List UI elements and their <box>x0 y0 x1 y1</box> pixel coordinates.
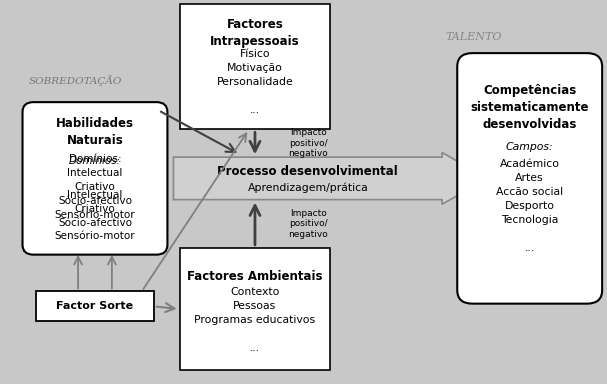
Text: Académico
Artes
Accão social
Desporto
Tecnologia

...: Académico Artes Accão social Desporto Te… <box>496 159 563 253</box>
FancyBboxPatch shape <box>180 248 330 370</box>
Text: Domínios:
Intelectual
Criativo
Sócio-afectivo
Sensório-motor: Domínios: Intelectual Criativo Sócio-afe… <box>55 154 135 220</box>
FancyBboxPatch shape <box>36 291 154 321</box>
Text: Processo desenvolvimental: Processo desenvolvimental <box>217 166 398 178</box>
Text: Intelectual
Criativo
Sócio-afectivo
Sensório-motor: Intelectual Criativo Sócio-afectivo Sens… <box>55 190 135 241</box>
Text: Factores
Intrapessoais: Factores Intrapessoais <box>210 18 300 48</box>
Text: Factor Sorte: Factor Sorte <box>56 301 134 311</box>
Text: SOBREDOTAÇÃO: SOBREDOTAÇÃO <box>29 75 122 86</box>
Text: Habilidades
Naturais: Habilidades Naturais <box>56 117 134 147</box>
Text: Impacto
positivo/
negativo: Impacto positivo/ negativo <box>288 128 328 158</box>
Text: Factores Ambientais: Factores Ambientais <box>187 270 323 283</box>
FancyBboxPatch shape <box>180 4 330 129</box>
Text: Físico
Motivação
Personalidade

...: Físico Motivação Personalidade ... <box>217 49 293 115</box>
Text: Competências
sistematicamente
desenvolvidas: Competências sistematicamente desenvolvi… <box>470 84 589 131</box>
FancyBboxPatch shape <box>457 53 602 304</box>
FancyBboxPatch shape <box>22 102 168 255</box>
Text: Impacto
positivo/
negativo: Impacto positivo/ negativo <box>288 209 328 238</box>
Polygon shape <box>174 152 487 204</box>
Text: TALENTO: TALENTO <box>445 32 501 42</box>
Text: Domínios:: Domínios: <box>69 156 121 166</box>
Text: Aprendizagem/prática: Aprendizagem/prática <box>248 183 368 194</box>
Text: Contexto
Pessoas
Programas educativos

...: Contexto Pessoas Programas educativos ..… <box>194 287 316 353</box>
Text: Campos:: Campos: <box>506 142 554 152</box>
